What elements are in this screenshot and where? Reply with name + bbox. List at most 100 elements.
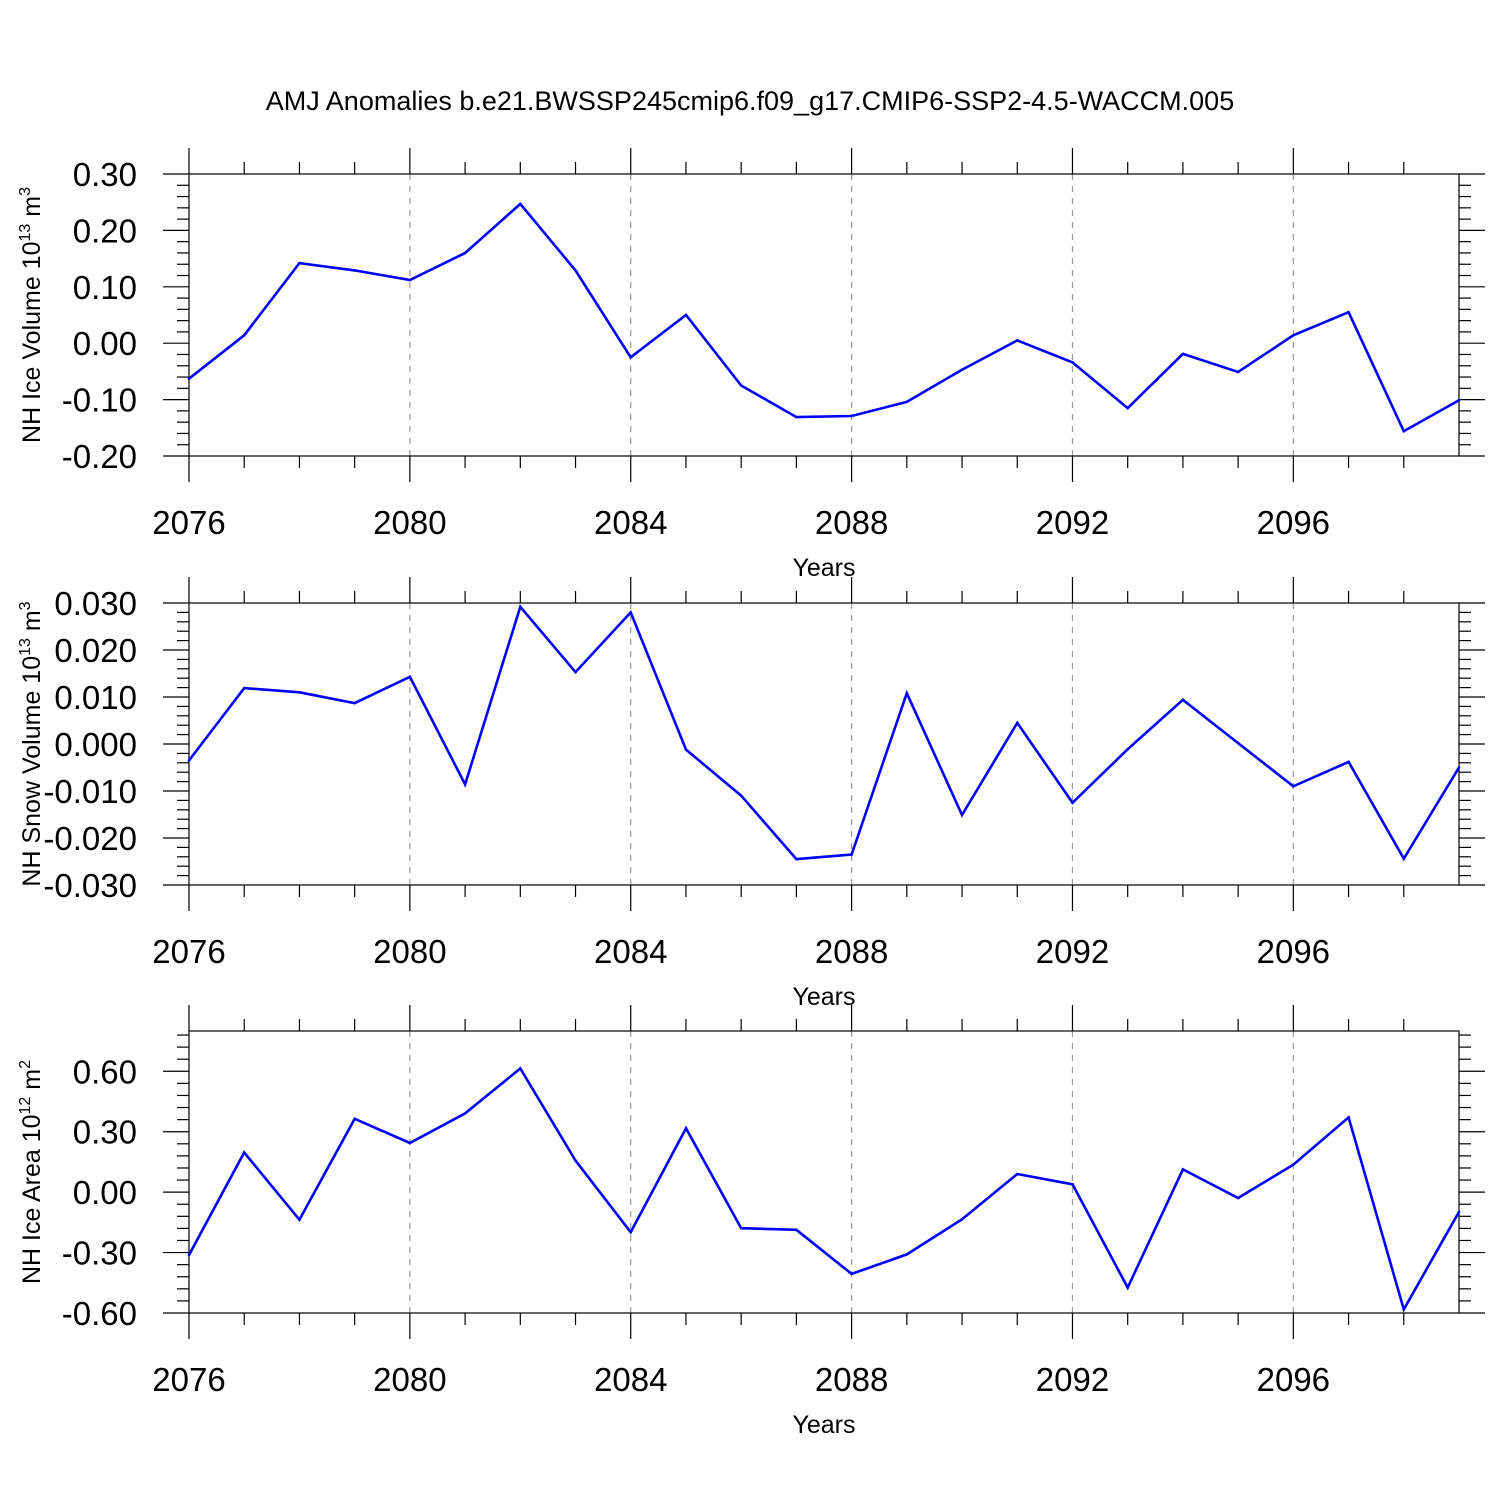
panel-1-x-tick-label: 2092 xyxy=(1036,504,1109,541)
panel-2-y-tick-label: -0.010 xyxy=(43,773,137,810)
panel-1-x-tick-label: 2080 xyxy=(373,504,446,541)
panel-1-y-tick-label: -0.10 xyxy=(62,382,137,419)
panel-2-x-axis-label: Years xyxy=(792,983,855,1011)
panel-2-y-tick-label: 0.000 xyxy=(54,726,137,763)
panel-2-data-point xyxy=(574,670,577,674)
panel-3-y-tick-label: 0.60 xyxy=(73,1053,137,1090)
panel-3-y-axis-label-ylabel-unit: m xyxy=(18,1069,46,1097)
chart-panel-3: 0.60 0.30 0.00 -0.30 -0.60 2076 2080 2084 2088 20… xyxy=(17,1005,1485,1439)
panel-2-data-point xyxy=(1402,857,1406,860)
panel-2-data-point xyxy=(1236,741,1240,745)
panel-3-data-point xyxy=(1236,1196,1240,1200)
panel-2-data-point xyxy=(1292,785,1295,788)
panel-3-x-axis-label: Years xyxy=(792,1411,855,1439)
panel-2-data-point xyxy=(1015,721,1019,725)
panel-3-plot-frame xyxy=(188,1030,1460,1314)
panel-3-x-tick-label: 2092 xyxy=(1036,1361,1109,1398)
panel-1-data-point xyxy=(850,414,853,418)
panel-2-y-axis-label-ylabel-unit: m xyxy=(18,610,46,638)
panel-3-data-point xyxy=(519,1067,522,1070)
panel-2-data-point xyxy=(960,813,964,817)
panel-2-data-point xyxy=(905,691,909,695)
panel-3-data-point xyxy=(795,1228,798,1232)
panel-3-y-tick-label: 0.00 xyxy=(73,1174,137,1211)
panel-3-y-tick-label: -0.30 xyxy=(62,1235,137,1272)
panel-3-data-point xyxy=(408,1141,412,1145)
panel-2-y-tick-label: 0.030 xyxy=(54,585,137,622)
panel-2-data-point xyxy=(1347,760,1350,764)
panel-3-x-tick-label: 2096 xyxy=(1257,1361,1330,1398)
panel-1-data-point xyxy=(1015,339,1019,342)
panel-3-data-point xyxy=(1071,1182,1074,1186)
panel-3-data-point xyxy=(1347,1116,1350,1119)
panel-2-data-point xyxy=(1181,698,1185,702)
panel-1-data-point xyxy=(1347,310,1350,314)
panel-2-plot-frame xyxy=(188,602,1460,886)
panel-1-data-point xyxy=(242,334,246,337)
panel-2-data-point xyxy=(408,675,412,679)
panel-2-y-axis-label-ylabel: NH Snow Volume 10 xyxy=(18,656,46,887)
panel-3-y-axis-label: NH Ice Area 1012 m2 xyxy=(17,1060,46,1284)
chart-panel-1: 0.30 0.20 0.10 0.00 -0.10 -0.20 2076 2080 2084 20… xyxy=(17,148,1485,582)
chart-panel-2: 0.030 0.020 0.010 0.000 -0.010 -0.020 -0.030 20… xyxy=(17,577,1485,1011)
panel-2-data-point xyxy=(1457,766,1461,769)
panel-1-x-tick-label: 2088 xyxy=(815,504,888,541)
panel-2-x-tick-label: 2092 xyxy=(1036,933,1109,970)
panel-1-y-tick-label: 0.30 xyxy=(73,156,137,193)
panel-2-x-tick-label: 2088 xyxy=(815,933,888,970)
panel-2-y-tick-label: -0.020 xyxy=(43,820,137,857)
panel-1-data-point xyxy=(629,356,633,359)
panel-1-data-point xyxy=(905,400,909,404)
panel-3-data-point xyxy=(574,1159,577,1162)
panel-1-data-point xyxy=(1236,370,1240,374)
panel-1-data-point xyxy=(684,313,688,317)
panel-2-data-point xyxy=(298,691,301,694)
panel-3-y-tick-label: 0.30 xyxy=(73,1114,137,1151)
panel-2-data-point xyxy=(629,611,633,614)
panel-2-data-point xyxy=(1126,747,1129,751)
panel-2-data-point xyxy=(353,701,356,705)
panel-2-data-point xyxy=(519,605,522,609)
panel-2-y-tick-label: 0.010 xyxy=(54,679,137,716)
panel-3-data-point xyxy=(629,1230,633,1234)
panel-1-x-tick-label: 2096 xyxy=(1257,504,1330,541)
panel-2-data-point xyxy=(1071,801,1074,805)
panel-3-data-point xyxy=(905,1253,909,1256)
panel-1-x-tick-label: 2076 xyxy=(152,504,225,541)
panel-1-plot-frame xyxy=(188,173,1460,457)
panel-1-data-point xyxy=(739,384,743,387)
chart-title: AMJ Anomalies b.e21.BWSSP245cmip6.f09_g1… xyxy=(266,86,1234,116)
panel-1-data-point xyxy=(960,368,964,372)
panel-2-y-tick-label: 0.020 xyxy=(54,632,137,669)
panel-3-data-point xyxy=(242,1151,246,1154)
panel-2-series-line xyxy=(187,604,1461,862)
panel-3-y-axis-label-ylabel-exp: 12 xyxy=(17,1097,34,1115)
panel-3-x-tick-label: 2084 xyxy=(594,1361,667,1398)
panel-3-data-point xyxy=(850,1272,853,1276)
panel-1-y-axis-label-ylabel-unit: m xyxy=(18,196,46,224)
panel-1-data-point xyxy=(463,251,467,255)
panel-2-data-point xyxy=(463,783,467,786)
panel-1-y-tick-label: 0.10 xyxy=(73,269,137,306)
panel-1-series-line xyxy=(188,202,1460,434)
panel-3-data-point xyxy=(187,1253,191,1257)
panel-1-data-point xyxy=(795,415,798,419)
panel-3-x-tick-label: 2076 xyxy=(152,1361,225,1398)
panel-1-data-point xyxy=(298,261,301,265)
panel-1-data-point xyxy=(1457,398,1461,402)
panel-2-x-tick-label: 2080 xyxy=(373,933,446,970)
panel-2-data-point xyxy=(242,686,246,690)
panel-1-y-axis-label-ylabel: NH Ice Volume 10 xyxy=(18,241,46,443)
panel-1-y-tick-label: 0.20 xyxy=(73,212,137,249)
panel-3-x-tick-label: 2088 xyxy=(815,1361,888,1398)
panel-3-y-axis-label-ylabel: NH Ice Area 10 xyxy=(18,1114,46,1284)
panel-3-data-point xyxy=(739,1226,743,1230)
panel-3-data-point xyxy=(1015,1172,1019,1176)
panel-1-y-axis-label-ylabel-unit-exp: 3 xyxy=(17,187,34,196)
panel-3-data-point xyxy=(1457,1210,1461,1214)
panel-2-data-point xyxy=(795,857,798,861)
panel-2-x-tick-label: 2096 xyxy=(1257,933,1330,970)
panel-3-series-line xyxy=(187,1066,1461,1313)
panel-2-data-point xyxy=(739,794,743,797)
